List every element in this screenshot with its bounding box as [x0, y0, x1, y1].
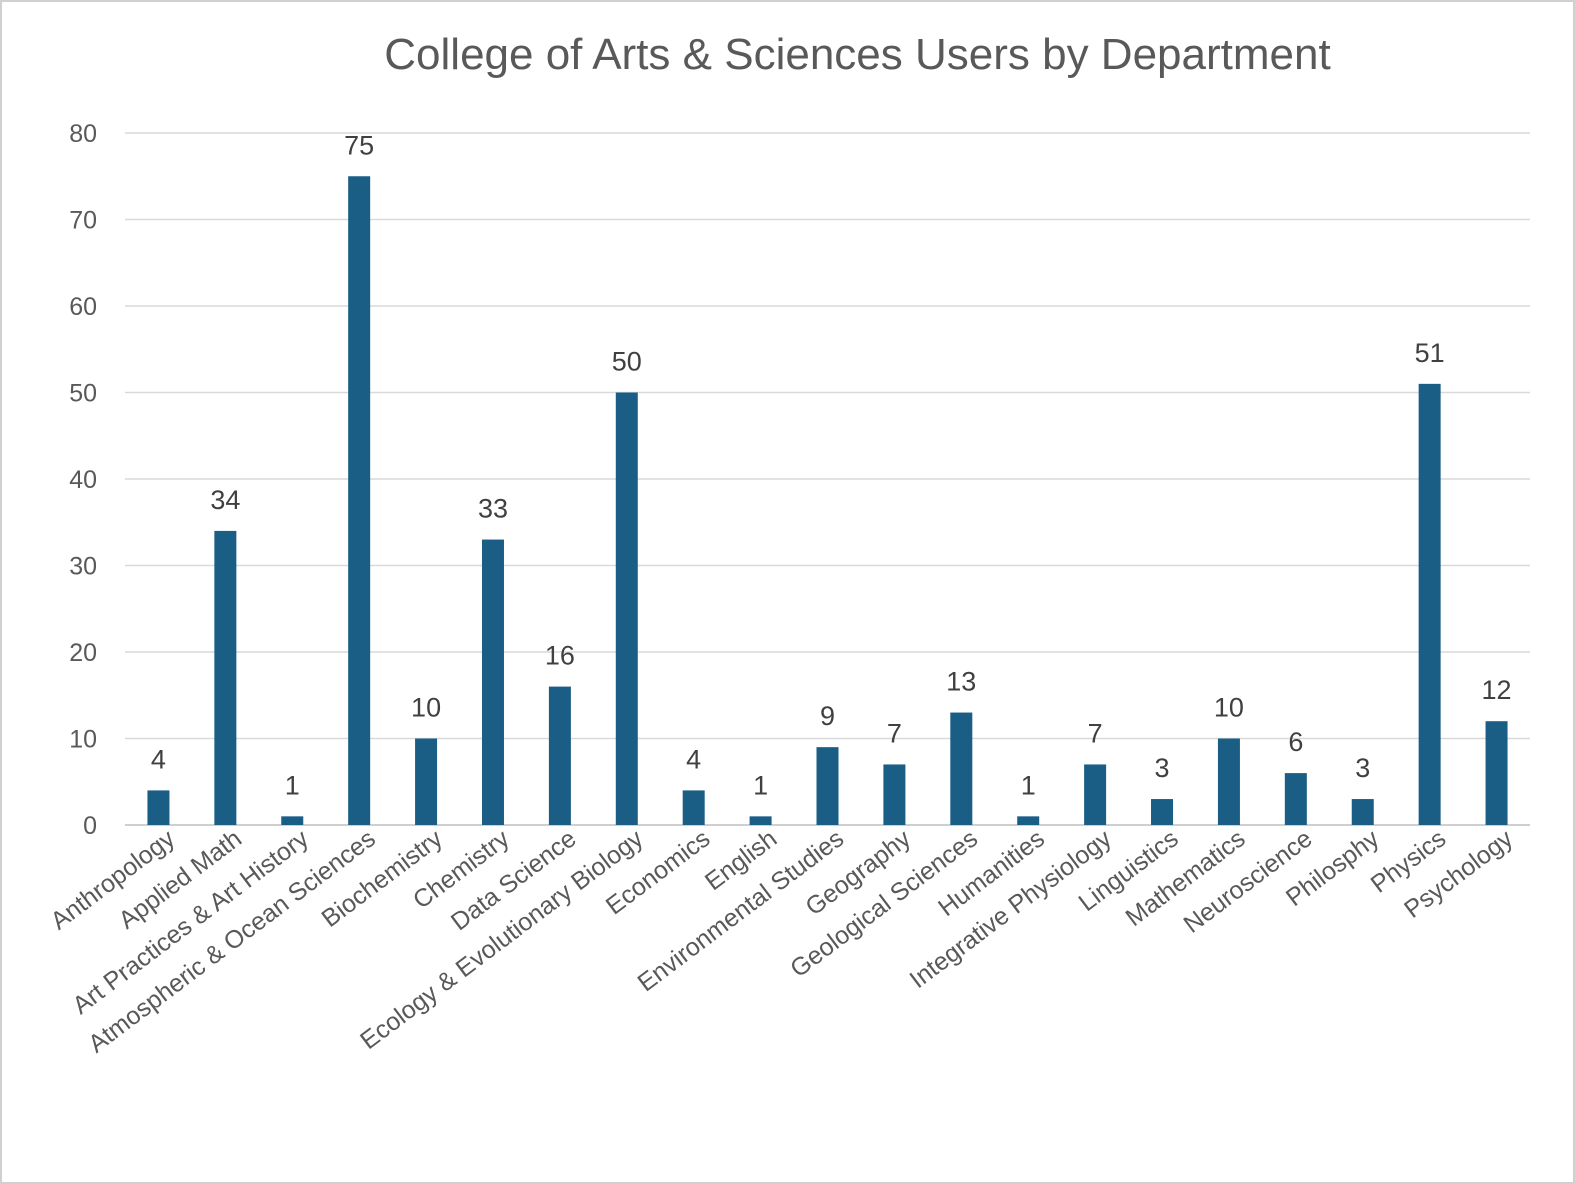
y-tick-label: 10 [69, 726, 97, 754]
data-label: 13 [946, 667, 976, 697]
data-label: 12 [1482, 675, 1512, 705]
y-tick-label: 70 [69, 207, 97, 235]
data-label: 7 [1088, 718, 1103, 748]
bar [883, 764, 906, 825]
bar [415, 738, 438, 825]
bar [1418, 383, 1441, 825]
y-tick-label: 40 [69, 466, 97, 494]
bars [147, 176, 1508, 825]
data-label: 34 [210, 485, 240, 515]
data-label: 51 [1415, 338, 1445, 368]
data-label: 50 [612, 347, 642, 377]
data-label: 33 [478, 494, 508, 524]
bar [682, 790, 705, 825]
bar [615, 392, 638, 825]
data-label: 3 [1155, 753, 1170, 783]
data-label: 4 [151, 744, 166, 774]
y-tick-label: 30 [69, 553, 97, 581]
bar [214, 530, 237, 825]
data-label: 10 [1214, 693, 1244, 723]
data-label: 9 [820, 701, 835, 731]
bar [348, 176, 371, 825]
bar [1017, 816, 1040, 825]
y-tick-label: 50 [69, 380, 97, 408]
data-label: 3 [1355, 753, 1370, 783]
data-label: 10 [411, 693, 441, 723]
data-label: 16 [545, 641, 575, 671]
bar [548, 686, 571, 825]
bar [749, 816, 772, 825]
bar [950, 712, 973, 825]
y-tick-label: 60 [69, 293, 97, 321]
data-label: 1 [753, 770, 768, 800]
bar [147, 790, 170, 825]
bar [1151, 799, 1174, 825]
bar [481, 539, 504, 825]
bar [1217, 738, 1240, 825]
y-tick-label: 80 [69, 120, 97, 148]
data-label: 4 [686, 744, 701, 774]
data-label: 75 [344, 130, 374, 160]
bar [1485, 721, 1508, 825]
y-tick-label: 0 [83, 812, 97, 840]
data-label: 7 [887, 718, 902, 748]
data-label: 1 [285, 770, 300, 800]
bar [1084, 764, 1107, 825]
bar [816, 747, 839, 825]
bar [1351, 799, 1374, 825]
data-labels: 4 34 1 75 10 33 16 50 4 1 9 7 13 1 7 3 10 6 3 51 12 [151, 130, 1512, 800]
bar [1284, 773, 1307, 825]
y-axis-ticks: 0 10 20 30 40 50 60 70 80 [69, 120, 97, 840]
bar [281, 816, 304, 825]
data-label: 1 [1021, 770, 1036, 800]
y-tick-label: 20 [69, 639, 97, 667]
data-label: 6 [1288, 727, 1303, 757]
chart-title: College of Arts & Sciences Users by Depa… [384, 30, 1331, 79]
